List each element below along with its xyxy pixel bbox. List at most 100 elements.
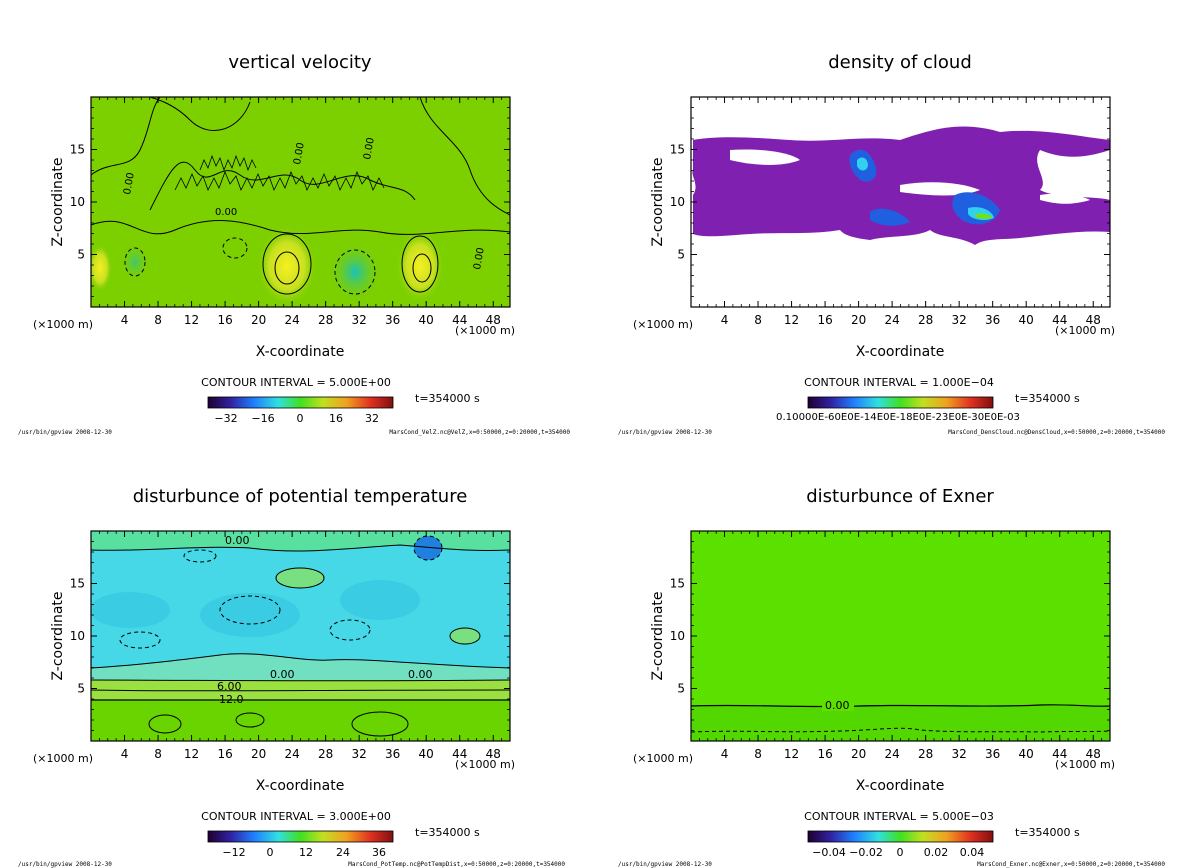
y-axis: 5 10 15: [70, 541, 510, 731]
contour-line: [199, 154, 257, 172]
x-tick-label: 20: [251, 747, 266, 761]
clear-region: [900, 182, 980, 196]
x-axis-label: X-coordinate: [856, 778, 945, 794]
contour-line: [449, 627, 481, 645]
x-tick-label: 4: [121, 313, 129, 327]
x-tick-label: 32: [352, 747, 367, 761]
x-tick-label: 28: [918, 313, 933, 327]
x-tick-label: 20: [851, 747, 866, 761]
x-axis-label: X-coordinate: [256, 344, 345, 360]
x-tick-label: 36: [385, 747, 400, 761]
contour-label: 0.00: [122, 172, 137, 196]
colorbar-labels: −0.04 −0.02 0 0.02 0.04: [812, 846, 984, 859]
contour-label: 6.00: [217, 680, 242, 693]
x-unit-left: (×1000 m): [633, 318, 693, 331]
chart-title: disturbunce of potential temperature: [133, 486, 468, 507]
x-tick-label: 36: [985, 313, 1000, 327]
colorbar-label: 0: [297, 412, 304, 425]
y-tick-label: 10: [670, 629, 685, 643]
upper-layer: [91, 531, 510, 552]
cool-patch: [91, 592, 170, 628]
x-axis-label: X-coordinate: [256, 778, 345, 794]
x-tick-label: 28: [318, 313, 333, 327]
x-tick-label: 8: [754, 313, 762, 327]
colorbar-labels: −32 −16 0 16 32: [214, 412, 379, 425]
x-tick-label: 36: [985, 747, 1000, 761]
contour-line: [91, 220, 510, 235]
colorbar-label: −16: [251, 412, 274, 425]
colorbar-label: −0.02: [849, 846, 883, 859]
contour-line: [262, 233, 312, 295]
label-gap: [822, 699, 854, 711]
contour-line: [124, 247, 146, 277]
colorbar: [207, 830, 394, 843]
contour-line: [91, 97, 161, 176]
x-tick-label: 16: [217, 313, 232, 327]
contour-line: [149, 161, 416, 211]
colorbar-label: −0.04: [812, 846, 846, 859]
cool-patch: [200, 593, 300, 637]
x-tick-label: 40: [1019, 747, 1034, 761]
warm-layer: [91, 700, 510, 741]
colorbar-label: 0.04: [960, 846, 985, 859]
x-tick-label: 44: [1052, 313, 1067, 327]
colorbar-label: −12: [222, 846, 245, 859]
x-tick-label: 24: [884, 747, 899, 761]
x-tick-label: 40: [1019, 313, 1034, 327]
x-unit-left: (×1000 m): [33, 318, 93, 331]
x-tick-label: 24: [284, 747, 299, 761]
x-tick-label: 44: [452, 747, 467, 761]
x-tick-label: 48: [1086, 747, 1101, 761]
y-tick-label: 10: [70, 195, 85, 209]
x-tick-label: 12: [784, 747, 799, 761]
x-tick-label: 24: [284, 313, 299, 327]
warm-layer: [91, 680, 510, 700]
y-axis-label: Z-coordinate: [50, 157, 66, 246]
y-tick-label: 5: [677, 682, 685, 696]
y-tick-label: 15: [70, 577, 85, 591]
y-tick-label: 15: [670, 577, 685, 591]
contour-line: [691, 727, 1110, 733]
y-tick-label: 5: [677, 248, 685, 262]
time-label: t=354000 s: [415, 392, 480, 405]
colorbar-label: 36: [372, 846, 386, 859]
contour-line: [183, 549, 217, 563]
warm-patch: [450, 628, 480, 644]
y-axis: 5 10 15: [670, 107, 1110, 297]
x-tick-label: 4: [721, 313, 729, 327]
colorbar-label: 16: [329, 412, 343, 425]
contour-label: 12.0: [219, 693, 244, 706]
chart-title: density of cloud: [828, 52, 972, 73]
contour-line: [235, 712, 265, 728]
contour-line: [91, 679, 510, 682]
x-tick-label: 36: [385, 313, 400, 327]
x-tick-label: 48: [1086, 313, 1101, 327]
clear-region: [730, 149, 800, 165]
downdraft-region: [329, 242, 381, 302]
x-unit-right: (×1000 m): [455, 758, 515, 771]
contour-line: [149, 97, 251, 131]
contour-label: 0.00: [472, 247, 487, 271]
contour-line: [91, 689, 510, 692]
contour-line: [401, 235, 439, 293]
x-tick-label: 40: [419, 747, 434, 761]
footer-file: MarsCond_Exner.nc@Exner,x=0:50000,z=0:20…: [977, 861, 1165, 868]
footer-file: MarsCond_DensCloud.nc@DensCloud,x=0:5000…: [948, 429, 1165, 436]
updraft-region: [91, 244, 112, 292]
contour-line: [419, 97, 510, 216]
x-tick-label: 48: [486, 313, 501, 327]
x-tick-label: 16: [817, 313, 832, 327]
updraft-region: [257, 226, 317, 306]
colorbar-label: −32: [214, 412, 237, 425]
contour-line: [174, 170, 385, 192]
cloud-dense: [857, 157, 868, 171]
cool-patch: [340, 580, 420, 620]
x-tick-label: 32: [352, 313, 367, 327]
x-tick-label: 16: [817, 747, 832, 761]
contour-label: 0.00: [270, 668, 295, 681]
colorbar-label: 0.02: [924, 846, 949, 859]
x-tick-label: 12: [784, 313, 799, 327]
x-tick-label: 8: [154, 747, 162, 761]
clear-region: [1040, 193, 1090, 204]
